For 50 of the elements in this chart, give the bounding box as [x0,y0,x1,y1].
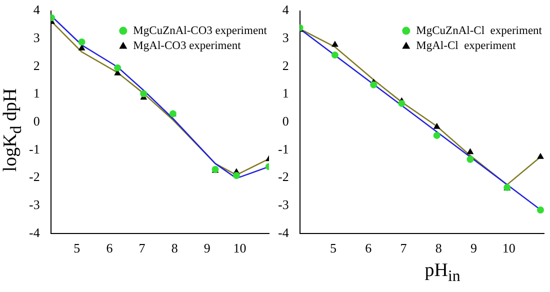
x-tick-label: 9 [470,240,477,256]
x-tick-label: 5 [74,240,80,256]
point [398,100,406,107]
y-tick-label: -2 [278,169,289,184]
point [78,38,86,46]
point [536,206,544,214]
y-tick-label: -3 [278,196,289,212]
point [433,132,440,139]
point [466,148,474,154]
y-tick-label: 3 [33,30,40,46]
point [114,64,122,72]
legend-label: MgCuZnAl-Cl experiment [416,24,543,37]
y-tick-label: -4 [28,224,40,240]
point [332,40,338,47]
y-tick-label: 4 [33,2,40,18]
x-axis-title: pH$_{in}$ [424,260,462,287]
y-tick-label: 2 [33,58,40,73]
point [140,90,148,98]
y-tick-label: 2 [282,58,289,73]
point [78,44,86,50]
x-tick-label: 9 [204,240,210,256]
x-tick-label: 8 [435,240,442,256]
x-tick-label: 6 [365,240,372,256]
point [537,152,544,159]
x-tick-label: 6 [106,240,114,256]
x-tick-label: 10 [233,240,246,256]
y-tick-label: -4 [278,224,290,240]
x-tick-label: 10 [502,240,516,256]
y-tick-label: -1 [28,141,40,156]
point [232,172,240,180]
x-tick-label: 8 [171,240,178,256]
y-tick-label: -3 [28,196,40,212]
y-tick-label: 0 [33,114,40,129]
y-tick-label: -1 [278,141,289,156]
y-tick-label: -2 [28,169,40,184]
point [433,122,440,129]
legend-label: MgAl-CO3 experiment [133,40,242,52]
point [331,52,338,59]
x-tick-label: 7 [400,240,408,256]
point [466,156,474,163]
legend-label: MgAl-Cl experiment [416,40,517,52]
point [370,81,378,88]
y-tick-label: 0 [282,114,289,129]
x-tick-label: 7 [138,240,146,256]
legend-label: MgCuZnAl-CO3 experiment [133,24,268,37]
y-tick-label: 1 [282,86,289,101]
y-tick-label: 4 [282,2,290,18]
y-tick-label: 3 [282,30,289,46]
y-tick-label: 1 [33,86,40,101]
x-tick-label: 5 [330,240,336,256]
